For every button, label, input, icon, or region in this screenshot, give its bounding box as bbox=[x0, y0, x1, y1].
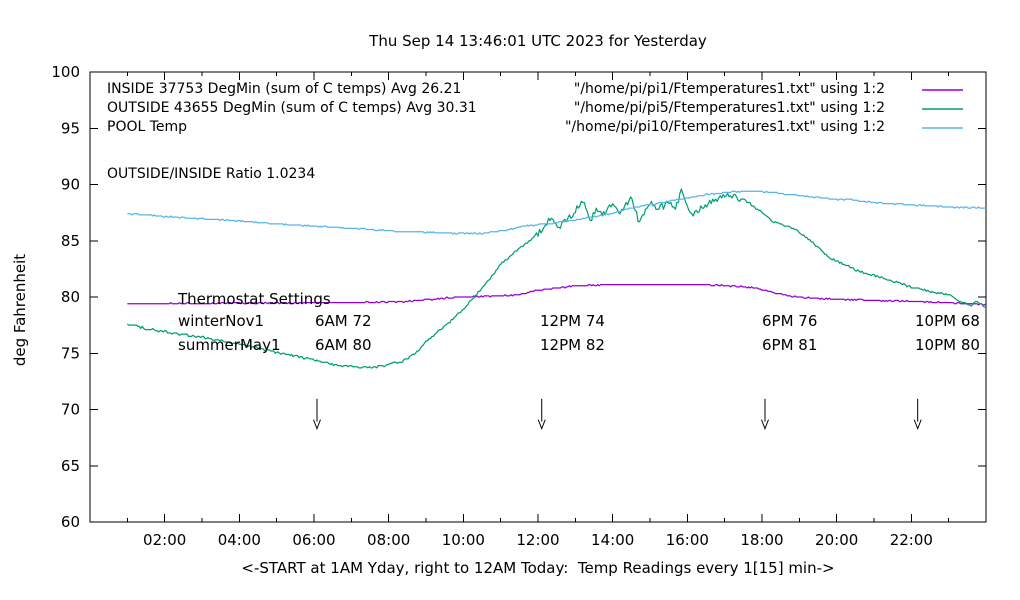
svg-text:65: 65 bbox=[61, 457, 80, 475]
thermostat-row-summer: summerMay1 6AM 80 12PM 82 6PM 81 10PM 80 bbox=[0, 336, 1020, 354]
svg-text:14:00: 14:00 bbox=[591, 531, 634, 549]
thermostat-setting: 10PM 80 bbox=[915, 336, 980, 354]
svg-text:20:00: 20:00 bbox=[815, 531, 858, 549]
svg-text:04:00: 04:00 bbox=[218, 531, 261, 549]
thermostat-setting: 12PM 82 bbox=[540, 336, 605, 354]
series-line-pool bbox=[127, 190, 986, 235]
thermostat-setting: 10PM 68 bbox=[915, 312, 980, 330]
svg-text:80: 80 bbox=[61, 288, 80, 306]
thermostat-setting: 6PM 76 bbox=[762, 312, 818, 330]
series-line-inside bbox=[127, 284, 987, 306]
x-tick-labels: 02:00 04:00 06:00 08:00 10:00 12:00 14:00 16:00… bbox=[143, 531, 933, 549]
svg-text:16:00: 16:00 bbox=[666, 531, 709, 549]
x-axis-ticks bbox=[126, 72, 950, 522]
svg-text:95: 95 bbox=[61, 119, 80, 137]
svg-text:08:00: 08:00 bbox=[367, 531, 410, 549]
legend-file-inside: "/home/pi/pi1/Ftemperatures1.txt" using … bbox=[573, 81, 885, 97]
chart-title: Thu Sep 14 13:46:01 UTC 2023 for Yesterd… bbox=[369, 32, 707, 50]
thermostat-arrows bbox=[313, 398, 922, 431]
legend-file-outside: "/home/pi/pi5/Ftemperatures1.txt" using … bbox=[573, 100, 885, 116]
legend-label-pool: POOL Temp bbox=[107, 119, 188, 135]
legend-row-pool: POOL Temp "/home/pi/pi10/Ftemperatures1.… bbox=[0, 119, 1020, 135]
svg-text:75: 75 bbox=[61, 344, 80, 362]
legend-label-outside: OUTSIDE 43655 DegMin (sum of C temps) Av… bbox=[107, 100, 477, 116]
thermostat-setting: 6PM 81 bbox=[762, 336, 818, 354]
legend-row-outside: OUTSIDE 43655 DegMin (sum of C temps) Av… bbox=[0, 100, 1020, 116]
svg-text:60: 60 bbox=[61, 513, 80, 531]
thermostat-setting: 12PM 74 bbox=[540, 312, 605, 330]
svg-text:06:00: 06:00 bbox=[292, 531, 335, 549]
legend-sample-lines bbox=[922, 89, 963, 129]
thermostat-setting: 6AM 80 bbox=[315, 336, 372, 354]
thermostat-heading: Thermostat Settings bbox=[178, 290, 331, 308]
legend-label-inside: INSIDE 37753 DegMin (sum of C temps) Avg… bbox=[107, 81, 462, 97]
y-tick-labels: 60 65 70 75 80 85 90 95 100 bbox=[51, 63, 80, 531]
thermostat-row-name: winterNov1 bbox=[178, 312, 265, 330]
svg-text:100: 100 bbox=[51, 63, 80, 81]
legend-file-pool: "/home/pi/pi10/Ftemperatures1.txt" using… bbox=[564, 119, 885, 135]
thermostat-row-winter: winterNov1 6AM 72 12PM 74 6PM 76 10PM 68 bbox=[0, 312, 1020, 330]
svg-text:70: 70 bbox=[61, 401, 80, 419]
legend-row-inside: INSIDE 37753 DegMin (sum of C temps) Avg… bbox=[0, 81, 1020, 97]
svg-text:02:00: 02:00 bbox=[143, 531, 186, 549]
svg-text:10:00: 10:00 bbox=[442, 531, 485, 549]
thermostat-row-name: summerMay1 bbox=[178, 336, 281, 354]
series-line-outside bbox=[126, 188, 986, 369]
y-axis-ticks bbox=[90, 71, 986, 523]
svg-text:90: 90 bbox=[61, 176, 80, 194]
x-axis-label: <-START at 1AM Yday, right to 12AM Today… bbox=[241, 559, 835, 577]
ratio-note: OUTSIDE/INSIDE Ratio 1.0234 bbox=[107, 166, 316, 182]
svg-text:12:00: 12:00 bbox=[516, 531, 559, 549]
svg-text:22:00: 22:00 bbox=[890, 531, 933, 549]
svg-text:18:00: 18:00 bbox=[740, 531, 783, 549]
thermostat-setting: 6AM 72 bbox=[315, 312, 372, 330]
svg-text:85: 85 bbox=[61, 232, 80, 250]
